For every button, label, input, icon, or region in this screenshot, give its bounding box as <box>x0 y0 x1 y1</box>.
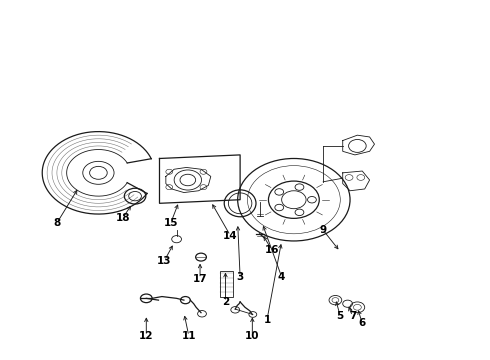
Text: 5: 5 <box>337 311 344 321</box>
Text: 3: 3 <box>237 272 244 282</box>
Text: 6: 6 <box>359 319 366 328</box>
Bar <box>220 271 233 297</box>
Text: 15: 15 <box>164 218 178 228</box>
Text: 10: 10 <box>245 331 260 341</box>
Text: 16: 16 <box>265 245 279 255</box>
Text: 13: 13 <box>157 256 171 266</box>
Text: 11: 11 <box>182 331 196 341</box>
Text: 9: 9 <box>319 225 327 235</box>
Text: 17: 17 <box>193 274 207 284</box>
Text: 14: 14 <box>223 231 238 240</box>
Text: 1: 1 <box>263 315 270 325</box>
Text: 4: 4 <box>278 272 285 282</box>
Text: 18: 18 <box>116 213 130 222</box>
Text: 2: 2 <box>222 297 229 307</box>
Text: 12: 12 <box>139 331 153 341</box>
Text: 7: 7 <box>349 311 356 321</box>
Text: 8: 8 <box>53 218 60 228</box>
